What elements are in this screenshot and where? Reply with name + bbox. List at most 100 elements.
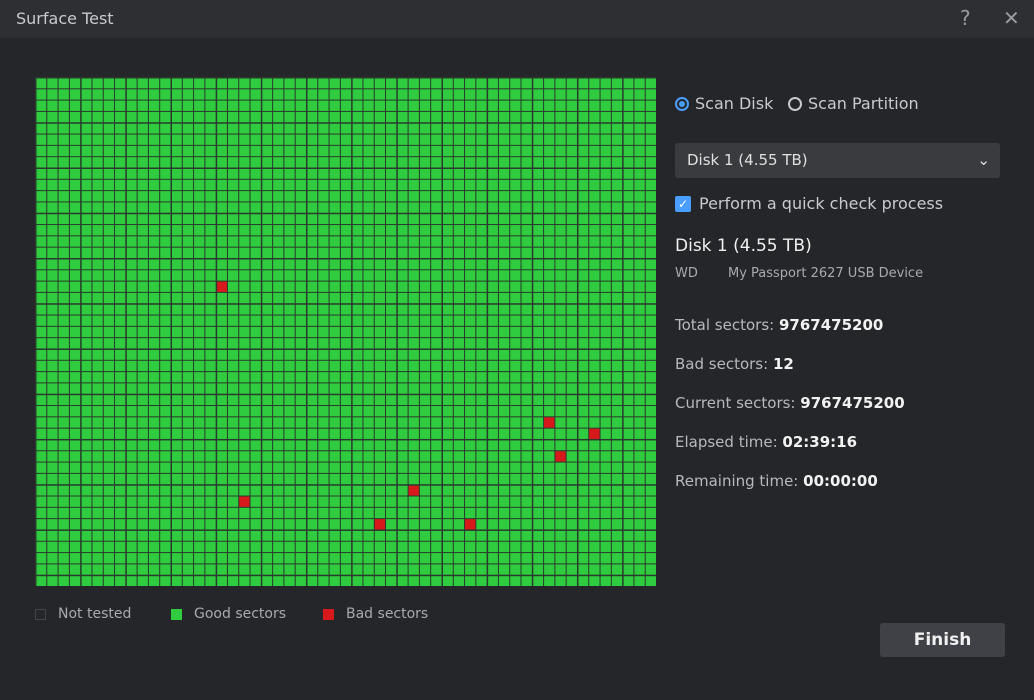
sector-cell <box>431 530 442 541</box>
sector-cell <box>419 225 431 236</box>
legend-label: Not tested <box>58 606 132 622</box>
sector-cell <box>47 78 58 89</box>
sector-cell <box>600 89 611 100</box>
sector-cell <box>171 451 182 462</box>
help-button[interactable]: ? <box>960 6 971 30</box>
sector-cell <box>194 349 205 360</box>
checkbox[interactable]: ✓ <box>675 195 691 212</box>
sector-cell <box>600 247 611 258</box>
sector-cell <box>171 406 182 417</box>
sector-cell <box>386 372 397 383</box>
sector-cell <box>611 485 623 496</box>
sector-cell <box>488 406 498 417</box>
sector-cell <box>363 326 374 338</box>
sector-cell <box>397 111 408 123</box>
disk-dropdown[interactable]: Disk 1 (4.55 TB) ⌄ <box>675 143 1000 178</box>
quick-check[interactable]: ✓ Perform a quick check process <box>675 194 943 213</box>
sector-cell <box>182 395 194 406</box>
sector-cell <box>205 530 216 541</box>
close-button[interactable]: ✕ <box>1003 6 1020 30</box>
sector-cell <box>58 338 69 349</box>
sector-cell <box>340 270 352 281</box>
sector-cell <box>611 123 623 134</box>
sector-cell <box>182 485 194 496</box>
sector-cell <box>81 576 92 586</box>
sector-cell <box>578 462 589 473</box>
sector-cell <box>47 247 58 258</box>
sector-cell <box>352 383 363 394</box>
sector-cell <box>374 553 386 564</box>
sector-cell <box>239 485 250 496</box>
sector-cell <box>408 541 419 553</box>
sector-cell <box>194 292 205 304</box>
sector-cell <box>498 553 510 564</box>
sector-cell <box>47 395 58 406</box>
sector-cell <box>623 145 634 157</box>
sector-cell <box>92 338 103 349</box>
sector-cell <box>374 360 386 372</box>
sector-cell <box>69 179 81 191</box>
sector-cell <box>103 395 115 406</box>
sector-cell <box>137 428 148 439</box>
sector-cell <box>533 519 544 530</box>
sector-cell <box>160 145 171 157</box>
sector-cell <box>555 553 566 564</box>
sector-cell <box>217 225 227 236</box>
sector-cell <box>69 326 81 338</box>
sector-cell <box>194 496 205 507</box>
sector-cell <box>329 326 340 338</box>
sector-cell <box>92 507 103 519</box>
radio[interactable] <box>675 96 689 111</box>
sector-cell <box>397 349 408 360</box>
sector-cell <box>36 383 47 394</box>
sector-cell <box>589 360 600 372</box>
sector-cell <box>115 564 126 575</box>
disk-vendor: WD <box>675 266 698 281</box>
sector-cell <box>239 473 250 485</box>
sector-cell <box>488 100 498 111</box>
radio[interactable] <box>788 96 802 111</box>
sector-cell <box>476 191 487 202</box>
sector-cell <box>205 134 216 145</box>
sector-cell <box>566 326 577 338</box>
sector-cell <box>578 315 589 326</box>
sector-cell <box>544 541 555 553</box>
sector-cell <box>408 89 419 100</box>
sector-cell <box>645 214 656 225</box>
sector-cell <box>103 349 115 360</box>
sector-cell <box>250 111 261 123</box>
sector-cell <box>645 168 656 179</box>
sector-cell <box>148 530 160 541</box>
sector-cell <box>273 553 284 564</box>
sector-cell <box>578 496 589 507</box>
sector-cell <box>103 202 115 213</box>
sector-cell <box>307 259 318 270</box>
sector-cell <box>611 530 623 541</box>
sector-cell <box>419 372 431 383</box>
sector-cell <box>386 485 397 496</box>
sector-cell <box>533 576 544 586</box>
sector-cell <box>442 259 453 270</box>
sector-cell <box>623 168 634 179</box>
scan-disk-option[interactable]: Scan Disk <box>675 94 773 113</box>
sector-cell <box>634 338 645 349</box>
sector-cell <box>205 247 216 258</box>
finish-button[interactable]: Finish <box>880 623 1005 657</box>
sector-cell <box>386 259 397 270</box>
sector-cell <box>284 360 295 372</box>
sector-cell <box>182 89 194 100</box>
scan-partition-option[interactable]: Scan Partition <box>788 94 919 113</box>
sector-cell <box>340 417 352 428</box>
sector-cell <box>431 191 442 202</box>
sector-cell <box>160 462 171 473</box>
sector-cell <box>307 179 318 191</box>
sector-cell <box>126 157 137 168</box>
sector-cell <box>544 519 555 530</box>
sector-cell <box>58 406 69 417</box>
sector-cell <box>81 451 92 462</box>
sector-cell <box>58 111 69 123</box>
sector-cell <box>69 360 81 372</box>
sector-cell <box>476 111 487 123</box>
sector-cell <box>182 383 194 394</box>
sector-cell <box>589 123 600 134</box>
